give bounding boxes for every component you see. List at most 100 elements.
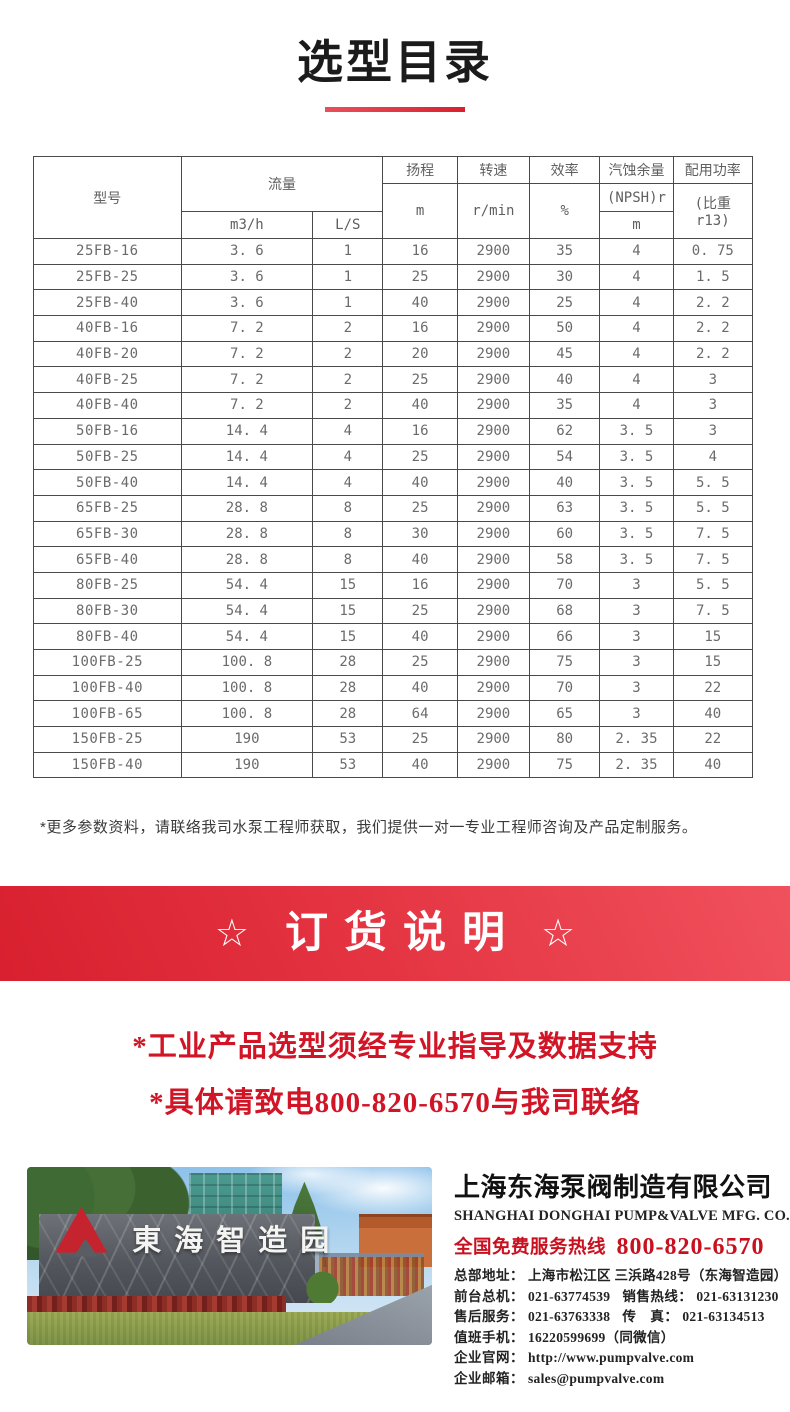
- cell-speed: 2900: [456, 520, 531, 548]
- cell-flow-ls: 2: [312, 392, 384, 419]
- cell-model: 100FB-65: [33, 700, 182, 728]
- cell-npsh: 4: [599, 238, 674, 265]
- cell-head: 25: [382, 263, 458, 291]
- star-icon: ☆: [541, 912, 576, 955]
- col-header-efficiency: 效率: [529, 156, 601, 184]
- cell-power: 2. 2: [672, 315, 754, 342]
- cell-efficiency: 62: [529, 417, 601, 445]
- contact-value: 上海市松江区 三浜路428号（东海智造园）: [528, 1268, 788, 1284]
- order-banner: ☆ 订货说明 ☆: [0, 886, 790, 982]
- cell-efficiency: 35: [529, 392, 601, 419]
- cell-npsh: 3. 5: [599, 417, 674, 445]
- col-header-npsh: 汽蚀余量: [599, 156, 674, 184]
- col-unit-efficiency: %: [529, 183, 601, 239]
- company-info: 上海东海泵阀制造有限公司 SHANGHAI DONGHAI PUMP&VALVE…: [454, 1167, 790, 1389]
- cell-npsh: 3: [599, 649, 674, 676]
- company-name-cn: 上海东海泵阀制造有限公司: [454, 1172, 773, 1203]
- cell-flow-m3h: 28. 8: [180, 546, 314, 573]
- cell-flow-ls: 2: [312, 315, 384, 342]
- cell-flow-m3h: 14. 4: [180, 417, 314, 445]
- cell-npsh: 3: [599, 597, 674, 625]
- cell-flow-m3h: 54. 4: [180, 623, 314, 650]
- table-row: 25FB-16 3. 6 1 16 2900 35 4 0. 75: [33, 238, 754, 265]
- cell-efficiency: 60: [529, 520, 601, 548]
- table-row: 80FB-30 54. 4 15 25 2900 68 3 7. 5: [33, 597, 754, 625]
- warning-line-2: *具体请致电800-820-6570与我司联络: [149, 1087, 641, 1120]
- red-hedge: [27, 1295, 287, 1316]
- cell-efficiency: 70: [529, 674, 601, 702]
- cell-head: 16: [382, 571, 458, 599]
- cell-flow-ls: 8: [312, 494, 384, 522]
- col-unit-flow-ls: L/S: [312, 211, 384, 239]
- cell-npsh: 3. 5: [599, 469, 674, 496]
- cell-flow-ls: 4: [312, 417, 384, 445]
- cell-speed: 2900: [456, 726, 531, 753]
- cell-flow-m3h: 3. 6: [180, 289, 314, 317]
- cell-npsh: 4: [599, 340, 674, 368]
- cell-model: 50FB-25: [33, 443, 182, 471]
- cell-flow-m3h: 28. 8: [180, 520, 314, 548]
- table-row: 150FB-25 190 53 25 2900 80 2. 35 22: [33, 726, 754, 753]
- cell-flow-ls: 53: [312, 751, 384, 779]
- cell-speed: 2900: [456, 417, 531, 445]
- cell-flow-ls: 28: [312, 700, 384, 728]
- cell-npsh: 4: [599, 263, 674, 291]
- cell-power: 5. 5: [672, 571, 754, 599]
- cell-model: 25FB-40: [33, 289, 182, 317]
- table-row: 80FB-25 54. 4 15 16 2900 70 3 5. 5: [33, 571, 754, 599]
- cell-flow-m3h: 7. 2: [180, 315, 314, 342]
- cell-head: 64: [382, 700, 458, 728]
- cell-power: 2. 2: [672, 289, 754, 317]
- cell-efficiency: 54: [529, 443, 601, 471]
- cell-efficiency: 70: [529, 571, 601, 599]
- cell-npsh: 2. 35: [599, 726, 674, 753]
- warnings-block: *工业产品选型须经专业指导及数据支持 *具体请致电800-820-6570与我司…: [0, 1023, 790, 1121]
- contact-value: 16220599699（同微信）: [528, 1329, 675, 1345]
- cell-flow-ls: 15: [312, 571, 384, 599]
- contact-label-2: 传 真：: [622, 1309, 679, 1325]
- contact-list: 总部地址： 上海市松江区 三浜路428号（东海智造园） 前台总机： 021-6377…: [454, 1266, 788, 1389]
- cell-model: 150FB-25: [33, 726, 182, 753]
- cell-speed: 2900: [456, 263, 531, 291]
- contact-label: 前台总机：: [454, 1288, 524, 1304]
- cell-head: 25: [382, 649, 458, 676]
- cell-efficiency: 75: [529, 751, 601, 779]
- cell-flow-m3h: 14. 4: [180, 443, 314, 471]
- pump-selection-table: 型号 流量 扬程 转速 效率 汽蚀余量 配用功率 m r/min % (NPSH…: [33, 156, 754, 779]
- hotline-label: 全国免费服务热线: [454, 1236, 607, 1258]
- cell-flow-ls: 28: [312, 674, 384, 702]
- cell-flow-m3h: 190: [180, 726, 314, 753]
- cell-flow-ls: 8: [312, 520, 384, 548]
- table-row: 65FB-30 28. 8 8 30 2900 60 3. 5 7. 5: [33, 520, 754, 548]
- contact-label: 企业官网：: [454, 1350, 524, 1366]
- cell-efficiency: 75: [529, 649, 601, 676]
- cell-speed: 2900: [456, 494, 531, 522]
- cell-head: 40: [382, 289, 458, 317]
- cell-npsh: 3: [599, 571, 674, 599]
- cell-model: 25FB-16: [33, 238, 182, 265]
- cell-model: 65FB-25: [33, 494, 182, 522]
- cell-speed: 2900: [456, 315, 531, 342]
- table-row: 65FB-25 28. 8 8 25 2900 63 3. 5 5. 5: [33, 494, 754, 522]
- table-row: 50FB-16 14. 4 4 16 2900 62 3. 5 3: [33, 417, 754, 445]
- col-unit-npsh: m: [599, 211, 674, 239]
- company-name-en: SHANGHAI DONGHAI PUMP&VALVE MFG. CO., LT…: [454, 1208, 790, 1225]
- cell-flow-m3h: 3. 6: [180, 263, 314, 291]
- cell-head: 40: [382, 469, 458, 496]
- cell-npsh: 4: [599, 392, 674, 419]
- cell-flow-m3h: 54. 4: [180, 597, 314, 625]
- cell-model: 65FB-30: [33, 520, 182, 548]
- cell-flow-ls: 4: [312, 443, 384, 471]
- cell-flow-ls: 15: [312, 623, 384, 650]
- cell-flow-m3h: 3. 6: [180, 238, 314, 265]
- col-unit-speed: r/min: [456, 183, 531, 239]
- cell-efficiency: 30: [529, 263, 601, 291]
- cell-speed: 2900: [456, 238, 531, 265]
- cell-power: 40: [672, 700, 754, 728]
- cell-head: 40: [382, 751, 458, 779]
- cell-speed: 2900: [456, 340, 531, 368]
- table-row: 100FB-25 100. 8 28 25 2900 75 3 15: [33, 649, 754, 676]
- cell-model: 50FB-40: [33, 469, 182, 496]
- page-title: 选型目录: [297, 36, 493, 88]
- palm-plant: [302, 1267, 343, 1303]
